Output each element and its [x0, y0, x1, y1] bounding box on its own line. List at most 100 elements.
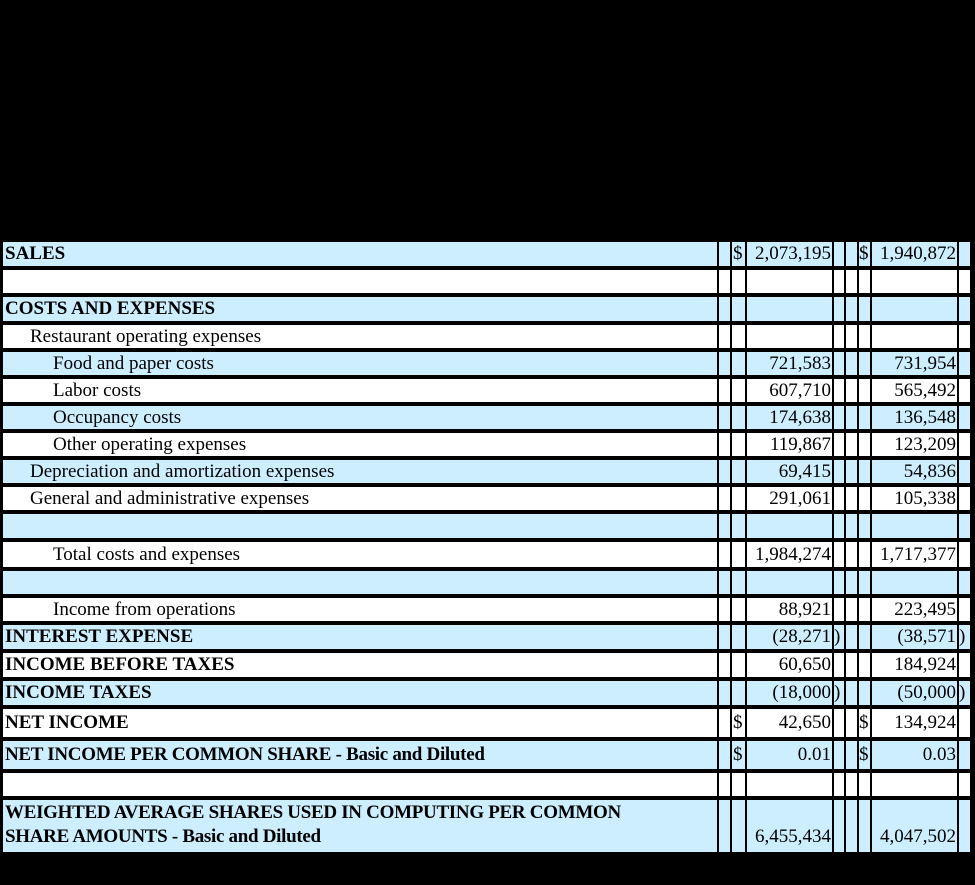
dollar-sign: $ — [859, 709, 870, 737]
value-period-1: 60,650 — [747, 653, 832, 677]
row-label-main: NET INCOME PER COMMON SHARE — [5, 744, 332, 765]
table-row-costs-header: COSTS AND EXPENSES — [0, 297, 975, 321]
paren-cell — [959, 406, 970, 429]
dollar-sign — [859, 297, 870, 321]
dollar-sign — [732, 433, 745, 456]
row-label — [3, 514, 717, 538]
dollar-sign: $ — [859, 741, 870, 769]
spacer-cell — [719, 625, 730, 649]
paren-cell — [834, 741, 844, 769]
value-period-1: 2,073,195 — [747, 242, 832, 266]
spacer-cell — [846, 433, 857, 456]
value-period-2: (50,000 — [872, 681, 957, 705]
paren-cell — [834, 598, 844, 621]
row-label — [3, 571, 717, 594]
dollar-sign — [859, 325, 870, 348]
value-period-1 — [747, 773, 832, 796]
paren-cell — [959, 773, 970, 796]
value-period-1: 6,455,434 — [747, 800, 832, 852]
paren-cell — [959, 741, 970, 769]
paren-cell — [834, 800, 844, 852]
paren-cell — [959, 487, 970, 510]
row-label: Depreciation and amortization expenses — [3, 460, 717, 483]
value-period-1 — [747, 325, 832, 348]
table-row-other-operating: Other operating expenses 119,867 123,209 — [0, 433, 975, 456]
value-period-2: 1,940,872 — [872, 242, 957, 266]
spacer-cell — [846, 773, 857, 796]
dollar-sign — [732, 379, 745, 402]
paren-cell — [834, 297, 844, 321]
paren-cell — [834, 460, 844, 483]
paren-cell — [959, 242, 970, 266]
dollar-sign — [732, 653, 745, 677]
value-period-2 — [872, 773, 957, 796]
spacer-cell — [719, 681, 730, 705]
spacer-cell — [719, 242, 730, 266]
value-period-1 — [747, 270, 832, 293]
spacer-cell — [719, 352, 730, 375]
value-period-2: 0.03 — [872, 741, 957, 769]
dollar-sign — [859, 487, 870, 510]
table-row-net-income: NET INCOME $ 42,650 $ 134,924 — [0, 709, 975, 737]
spacer-cell — [846, 325, 857, 348]
spacer-cell — [846, 625, 857, 649]
spacer-cell — [719, 406, 730, 429]
spacer-cell — [719, 433, 730, 456]
value-period-2: (38,571 — [872, 625, 957, 649]
table-row-occupancy: Occupancy costs 174,638 136,548 — [0, 406, 975, 429]
row-label: SALES — [3, 242, 717, 266]
spacer-cell — [846, 681, 857, 705]
dollar-sign — [732, 598, 745, 621]
dollar-sign: $ — [732, 242, 745, 266]
paren-cell — [959, 352, 970, 375]
dollar-sign: $ — [859, 242, 870, 266]
value-period-1: 88,921 — [747, 598, 832, 621]
row-label-suffix: - Basic and Diluted — [167, 826, 321, 847]
spacer-cell — [846, 270, 857, 293]
table-row-blank — [0, 270, 975, 293]
paren-cell — [959, 709, 970, 737]
spacer-cell — [719, 487, 730, 510]
dollar-sign — [732, 514, 745, 538]
spacer-cell — [846, 297, 857, 321]
value-period-1 — [747, 297, 832, 321]
row-label: INTEREST EXPENSE — [3, 625, 717, 649]
value-period-2: 54,836 — [872, 460, 957, 483]
spacer-cell — [846, 379, 857, 402]
spacer-cell — [719, 379, 730, 402]
row-label: General and administrative expenses — [3, 487, 717, 510]
paren-cell — [959, 571, 970, 594]
value-period-2: 4,047,502 — [872, 800, 957, 852]
spacer-cell — [719, 773, 730, 796]
value-period-1: (18,000 — [747, 681, 832, 705]
paren-cell — [834, 242, 844, 266]
value-period-2 — [872, 514, 957, 538]
paren-cell — [959, 325, 970, 348]
dollar-sign — [732, 571, 745, 594]
value-period-1: (28,271 — [747, 625, 832, 649]
value-period-2: 184,924 — [872, 653, 957, 677]
dollar-sign — [859, 773, 870, 796]
row-label: Other operating expenses — [3, 433, 717, 456]
dollar-sign — [859, 800, 870, 852]
table-row-income-taxes: INCOME TAXES (18,000 ) (50,000 ) — [0, 681, 975, 705]
value-period-2 — [872, 270, 957, 293]
row-label-line-1: WEIGHTED AVERAGE SHARES USED IN COMPUTIN… — [5, 802, 621, 823]
paren-cell — [834, 270, 844, 293]
spacer-cell — [846, 653, 857, 677]
table-row-food-paper: Food and paper costs 721,583 731,954 — [0, 352, 975, 375]
paren-cell — [959, 598, 970, 621]
table-row-depreciation: Depreciation and amortization expenses 6… — [0, 460, 975, 483]
row-label-suffix: - Basic and Diluted — [331, 744, 485, 765]
spacer-cell — [846, 460, 857, 483]
paren-cell — [959, 270, 970, 293]
paren-cell — [834, 406, 844, 429]
spacer-cell — [719, 542, 730, 567]
paren-cell — [834, 571, 844, 594]
row-label: Labor costs — [3, 379, 717, 402]
spacer-cell — [719, 270, 730, 293]
spacer-cell — [719, 653, 730, 677]
dollar-sign — [859, 571, 870, 594]
dollar-sign: $ — [732, 741, 745, 769]
